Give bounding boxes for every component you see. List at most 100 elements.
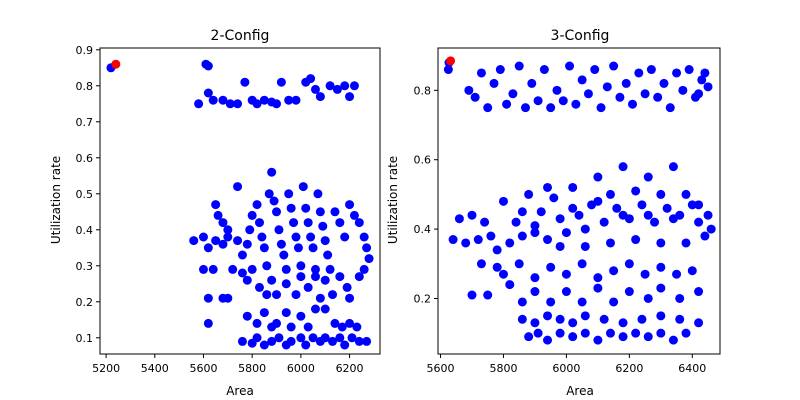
data-point bbox=[640, 269, 650, 279]
data-point bbox=[279, 250, 289, 260]
data-point bbox=[539, 65, 549, 75]
data-point bbox=[568, 318, 578, 328]
data-point bbox=[448, 235, 458, 245]
data-point bbox=[291, 290, 301, 300]
data-point bbox=[684, 65, 694, 75]
x-tick-label: 6000 bbox=[552, 362, 580, 375]
data-point bbox=[543, 235, 553, 245]
ticks: 5200 5400 5600 5800 6000 6200 0.1 0.2 0.3 0.4 0.5 0… bbox=[76, 44, 364, 375]
data-point bbox=[656, 328, 666, 338]
data-point bbox=[505, 238, 515, 248]
data-point bbox=[286, 336, 296, 346]
data-point bbox=[527, 78, 537, 88]
data-point bbox=[694, 89, 704, 99]
data-point bbox=[618, 162, 628, 172]
data-point bbox=[325, 264, 335, 274]
data-point bbox=[198, 232, 208, 242]
data-point bbox=[656, 283, 666, 293]
data-point bbox=[284, 95, 294, 105]
data-point bbox=[286, 322, 296, 332]
subplot-3-config: 3-Config Area Utilization rate 5600 5800 6… bbox=[386, 28, 721, 398]
data-point bbox=[650, 217, 660, 227]
data-point bbox=[524, 189, 534, 199]
data-point bbox=[223, 293, 233, 303]
data-point bbox=[486, 231, 496, 241]
data-point bbox=[345, 200, 355, 210]
data-point bbox=[262, 290, 272, 300]
data-point bbox=[203, 243, 213, 253]
data-point bbox=[242, 275, 252, 285]
data-point bbox=[643, 332, 653, 342]
data-point bbox=[362, 336, 372, 346]
y-tick-label: 0.1 bbox=[76, 332, 94, 345]
data-point bbox=[208, 95, 218, 105]
data-point bbox=[281, 264, 291, 274]
data-point bbox=[242, 239, 252, 249]
data-point bbox=[577, 75, 587, 85]
data-point bbox=[252, 200, 262, 210]
data-point bbox=[223, 232, 233, 242]
data-point bbox=[213, 210, 223, 220]
data-point bbox=[247, 264, 257, 274]
data-point bbox=[303, 322, 313, 332]
data-point bbox=[352, 322, 362, 332]
data-point bbox=[345, 293, 355, 303]
data-point bbox=[631, 235, 641, 245]
data-point bbox=[615, 92, 625, 102]
data-point bbox=[555, 328, 565, 338]
data-point bbox=[310, 272, 320, 282]
y-tick-label: 0.3 bbox=[76, 260, 94, 273]
data-point bbox=[580, 328, 590, 338]
data-point bbox=[257, 232, 267, 242]
data-point bbox=[237, 268, 247, 278]
data-point bbox=[328, 336, 338, 346]
data-point bbox=[593, 335, 603, 345]
data-point bbox=[662, 203, 672, 213]
data-point bbox=[624, 287, 634, 297]
data-point bbox=[272, 318, 282, 328]
data-point bbox=[296, 272, 306, 282]
data-point bbox=[694, 217, 704, 227]
data-point bbox=[555, 241, 565, 251]
data-point bbox=[470, 92, 480, 102]
data-point bbox=[502, 99, 512, 109]
data-point bbox=[483, 103, 493, 113]
data-point bbox=[520, 103, 530, 113]
y-tick-label: 0.4 bbox=[414, 223, 432, 236]
data-point bbox=[593, 283, 603, 293]
data-point bbox=[240, 77, 250, 87]
data-point bbox=[643, 172, 653, 182]
data-point bbox=[549, 193, 559, 203]
x-tick-label: 6200 bbox=[615, 362, 643, 375]
data-point bbox=[558, 96, 568, 106]
data-point bbox=[237, 336, 247, 346]
data-point bbox=[602, 82, 612, 92]
data-point bbox=[543, 311, 553, 321]
data-point bbox=[580, 311, 590, 321]
data-point bbox=[631, 186, 641, 196]
data-point bbox=[330, 318, 340, 328]
data-point bbox=[637, 314, 647, 324]
data-point bbox=[665, 103, 675, 113]
data-point bbox=[533, 328, 543, 338]
data-point bbox=[272, 99, 282, 109]
data-point bbox=[320, 236, 330, 246]
x-tick-label: 5600 bbox=[189, 362, 217, 375]
data-point bbox=[189, 236, 199, 246]
x-axis-label: Area bbox=[226, 384, 254, 398]
data-point bbox=[454, 214, 464, 224]
data-point bbox=[233, 236, 243, 246]
data-point bbox=[259, 95, 269, 105]
data-point bbox=[252, 333, 262, 343]
data-point bbox=[697, 75, 707, 85]
data-point bbox=[605, 238, 615, 248]
data-point bbox=[672, 269, 682, 279]
data-point bbox=[700, 68, 710, 78]
data-point bbox=[281, 279, 291, 289]
x-tick-label: 5600 bbox=[427, 362, 455, 375]
data-point bbox=[467, 210, 477, 220]
axes-frame bbox=[99, 47, 381, 355]
data-point bbox=[296, 311, 306, 321]
data-point bbox=[546, 103, 556, 113]
data-point bbox=[264, 189, 274, 199]
